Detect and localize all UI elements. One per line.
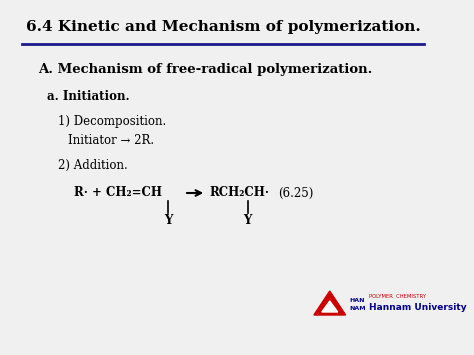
Text: R· + CH₂=CH: R· + CH₂=CH xyxy=(74,186,162,200)
Text: HAN: HAN xyxy=(349,299,365,304)
Text: A. Mechanism of free-radical polymerization.: A. Mechanism of free-radical polymerizat… xyxy=(38,64,373,76)
Text: RCH₂CH·: RCH₂CH· xyxy=(210,186,270,200)
Text: 6.4 Kinetic and Mechanism of polymerization.: 6.4 Kinetic and Mechanism of polymerizat… xyxy=(26,20,420,34)
Text: Hannam University: Hannam University xyxy=(369,304,466,312)
Text: 2) Addition.: 2) Addition. xyxy=(58,158,128,171)
Text: Y: Y xyxy=(244,214,252,228)
Polygon shape xyxy=(314,291,346,315)
Polygon shape xyxy=(322,301,337,312)
Text: 1) Decomposition.: 1) Decomposition. xyxy=(58,115,166,129)
Text: Initiator → 2R.: Initiator → 2R. xyxy=(68,135,155,147)
Text: Y: Y xyxy=(164,214,173,228)
Text: NAM: NAM xyxy=(349,306,366,311)
Text: (6.25): (6.25) xyxy=(279,186,314,200)
Text: a. Initiation.: a. Initiation. xyxy=(47,91,130,104)
Text: POLYMER  CHEMISTRY: POLYMER CHEMISTRY xyxy=(369,295,426,300)
